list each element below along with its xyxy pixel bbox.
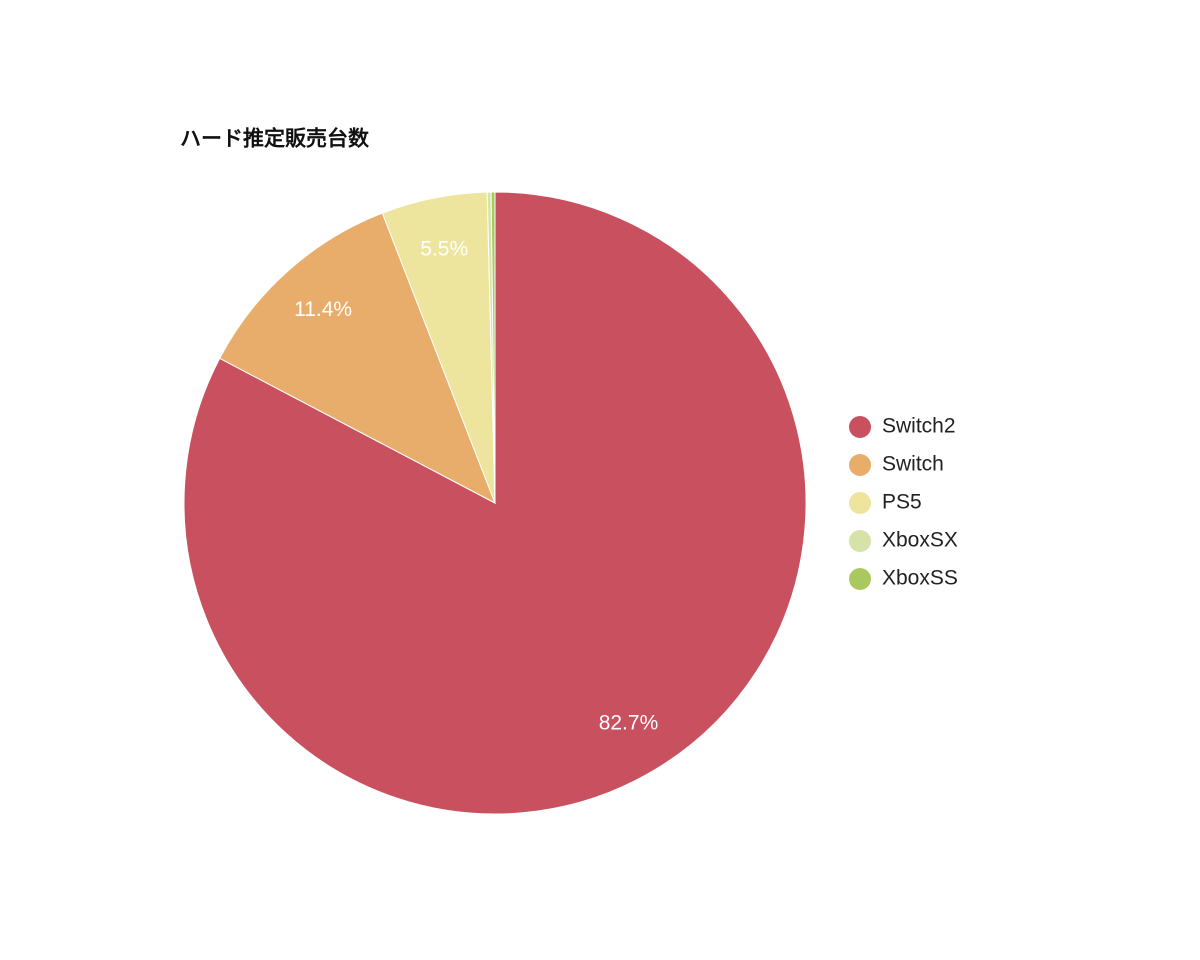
- legend-label: XboxSS: [882, 567, 958, 590]
- value-label: 11.4%: [294, 298, 352, 321]
- legend-swatch: [849, 492, 871, 514]
- value-label: 5.5%: [420, 237, 468, 260]
- legend-label: Switch2: [882, 415, 956, 438]
- pie-slice: [490, 191, 496, 504]
- legend-swatch: [849, 530, 871, 552]
- legend-swatch: [849, 454, 871, 476]
- legend-swatch: [849, 568, 871, 590]
- legend-swatch: [849, 416, 871, 438]
- legend-label: PS5: [882, 491, 922, 514]
- pie-slice: [183, 191, 807, 815]
- legend-label: XboxSX: [882, 529, 958, 552]
- chart-title: ハード推定販売台数: [180, 127, 370, 151]
- legend-label: Switch: [882, 453, 944, 476]
- value-label: 82.7%: [599, 711, 659, 734]
- pie-slice: [219, 212, 496, 505]
